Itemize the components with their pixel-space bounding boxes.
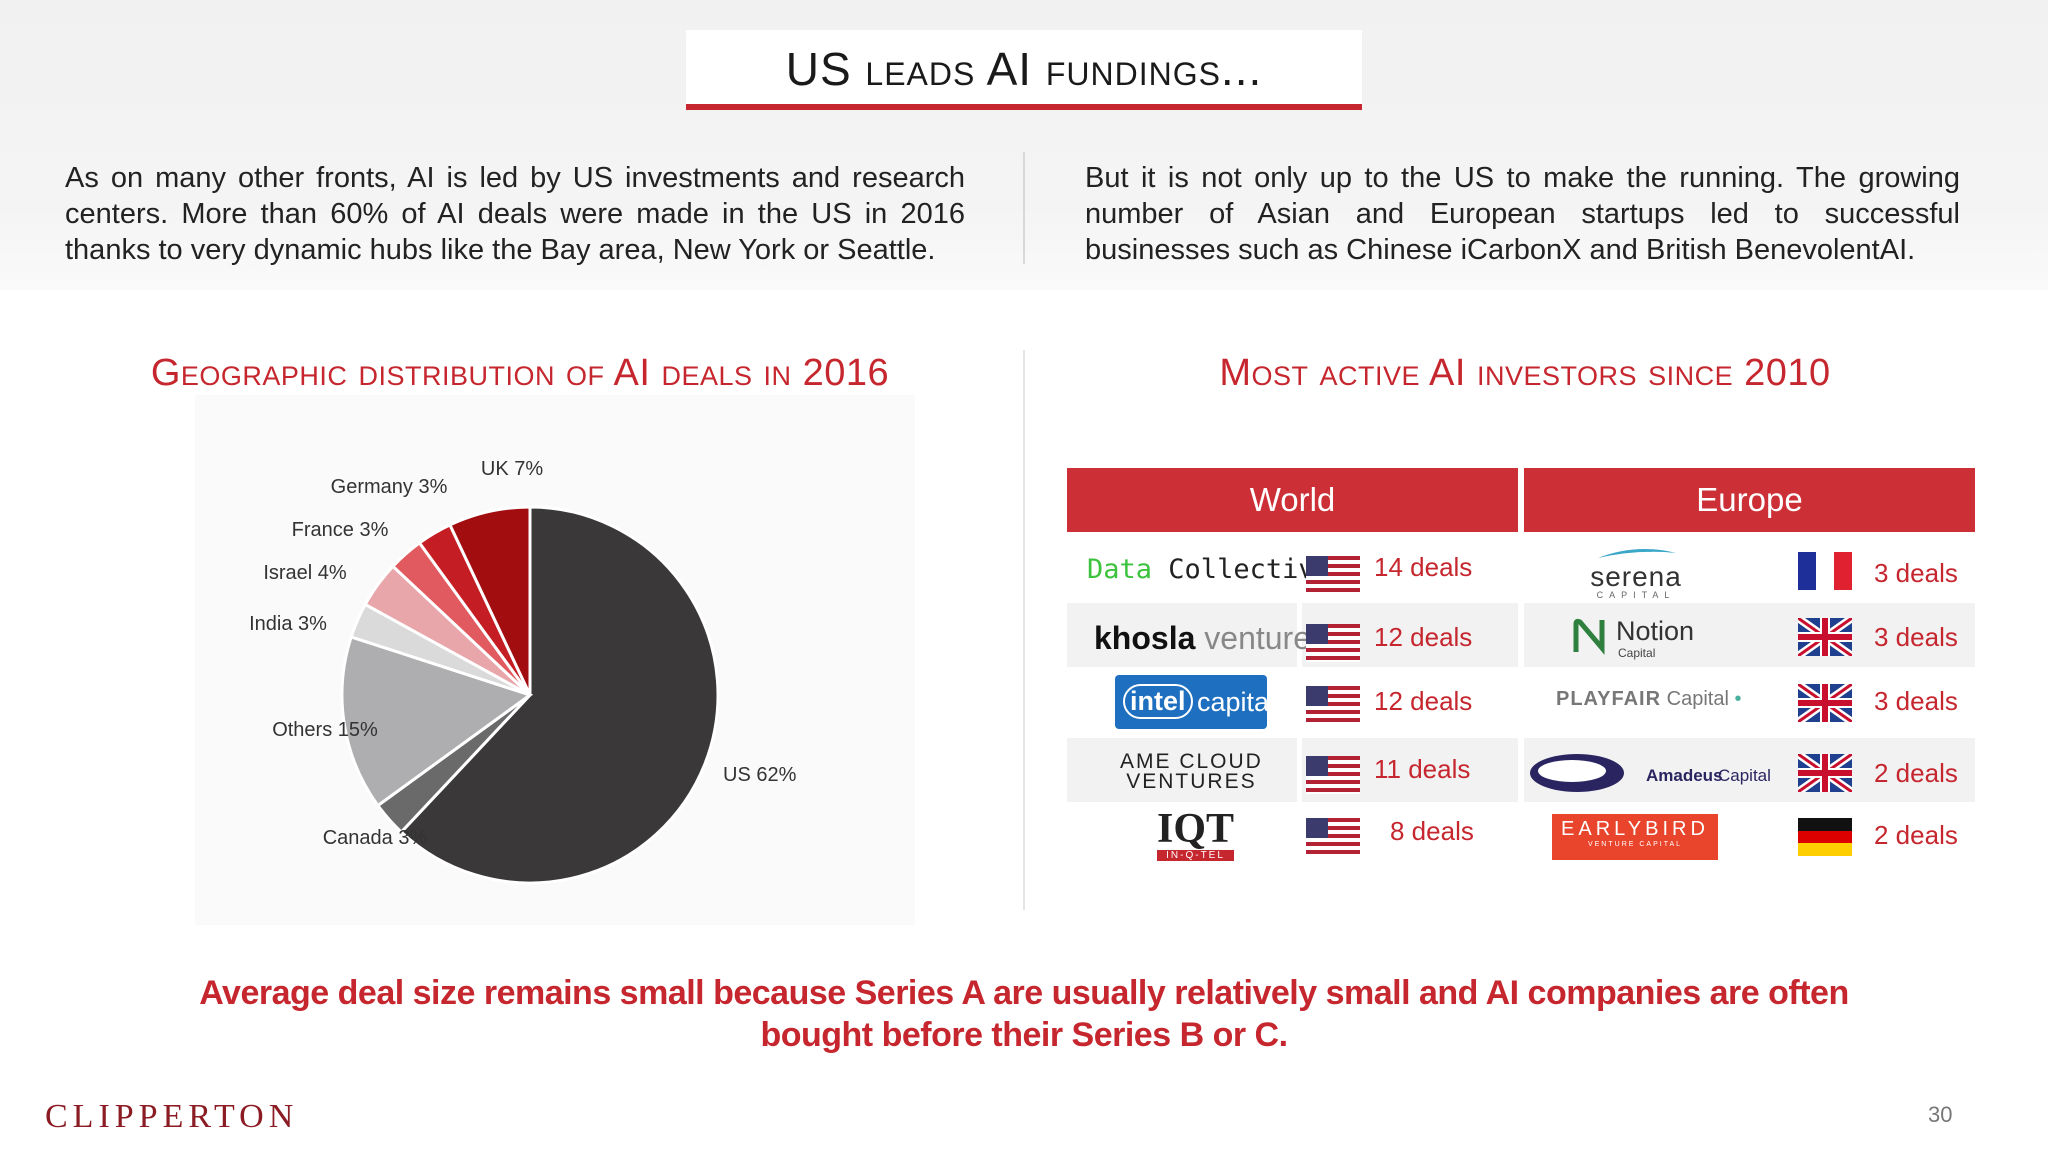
europe-deal-count: 3 deals <box>1874 558 1958 588</box>
notion-n-icon <box>1573 618 1605 655</box>
world-deal-count: 11 deals <box>1374 754 1471 784</box>
intro-right-text: But it is not only up to the US to make … <box>1085 162 1960 266</box>
world-deal-count: 14 deals <box>1374 552 1473 582</box>
playfair-capital-logo: PLAYFAIR Capital • <box>1556 688 1742 710</box>
section-divider <box>1023 350 1025 910</box>
iqt-logo: IQT IN-Q-TEL <box>1157 806 1235 861</box>
page-title: US leads AI fundings... <box>785 43 1263 95</box>
europe-deal-count: 3 deals <box>1874 622 1958 652</box>
uk-flag-icon <box>1798 684 1852 722</box>
investors-section-title: Most active AI investors since 2010 <box>1219 352 1831 394</box>
europe-deal-count: 2 deals <box>1874 820 1958 850</box>
us-flag-icon <box>1306 624 1360 662</box>
pie-chart: US 62% Canada 3% Others 15% India 3% Israel … <box>249 458 797 885</box>
intro-left-text: As on many other fronts, AI is led by US… <box>65 162 965 266</box>
pie-slice-uk <box>447 505 532 696</box>
key-message: Average deal size remains small because … <box>199 974 1849 1054</box>
earlybird-logo: EARLYBIRD VENTURE CAPITAL <box>1552 814 1718 860</box>
pie-label-canada: Canada 3% <box>323 827 428 849</box>
ame-cloud-ventures-logo: AME CLOUD VENTURES <box>1120 750 1263 793</box>
page-number: 30 <box>1928 1102 1953 1127</box>
intro-divider <box>1023 152 1025 264</box>
serena-swoosh-icon <box>1598 549 1676 558</box>
pie-section-title: Geographic distribution of AI deals in 2… <box>150 352 890 394</box>
serena-capital-logo: serena CAPITAL <box>1588 546 1684 600</box>
europe-deal-count: 3 deals <box>1874 686 1958 716</box>
table-row <box>1067 538 1297 604</box>
pie-label-israel: Israel 4% <box>263 562 347 584</box>
france-flag-icon <box>1798 552 1852 590</box>
germany-flag-icon <box>1798 818 1852 856</box>
pie-chart-area: US 62% Canada 3% Others 15% India 3% Israel … <box>195 395 915 925</box>
uk-flag-icon <box>1798 754 1852 792</box>
clipperton-logo: CLIPPERTON <box>45 1098 299 1135</box>
us-flag-icon <box>1306 686 1360 724</box>
page-title-box: US leads AI fundings... <box>686 30 1362 110</box>
data-collective-logo: Data Collective <box>1087 554 1331 585</box>
world-deal-count: 8 deals <box>1390 816 1474 846</box>
pie-label-others: Others 15% <box>272 719 378 741</box>
table-row <box>1067 738 1297 802</box>
pie-label-germany: Germany 3% <box>331 476 448 498</box>
world-deal-count: 12 deals <box>1374 686 1473 716</box>
europe-header: Europe <box>1524 468 1975 532</box>
table-row <box>1524 603 1975 667</box>
uk-flag-icon <box>1798 618 1852 656</box>
amadeus-capital-logo: Amadeus Capital <box>1528 752 1788 796</box>
pie-label-uk: UK 7% <box>481 458 543 480</box>
pie-slice-others <box>340 635 534 808</box>
us-flag-icon <box>1306 756 1360 794</box>
world-deal-count: 12 deals <box>1374 622 1473 652</box>
khosla-ventures-logo: khosla ventures <box>1094 620 1327 656</box>
us-flag-icon <box>1306 556 1360 594</box>
pie-label-india: India 3% <box>249 613 327 635</box>
us-flag-icon <box>1306 818 1360 856</box>
world-header: World <box>1067 468 1518 532</box>
amadeus-ellipse-icon <box>1530 754 1624 792</box>
pie-slice-us <box>399 505 720 885</box>
europe-deal-count: 2 deals <box>1874 758 1958 788</box>
table-row <box>1067 603 1297 667</box>
pie-label-us: US 62% <box>723 764 797 786</box>
pie-label-france: France 3% <box>292 519 389 541</box>
intel-capital-logo: intel capital <box>1115 675 1275 729</box>
